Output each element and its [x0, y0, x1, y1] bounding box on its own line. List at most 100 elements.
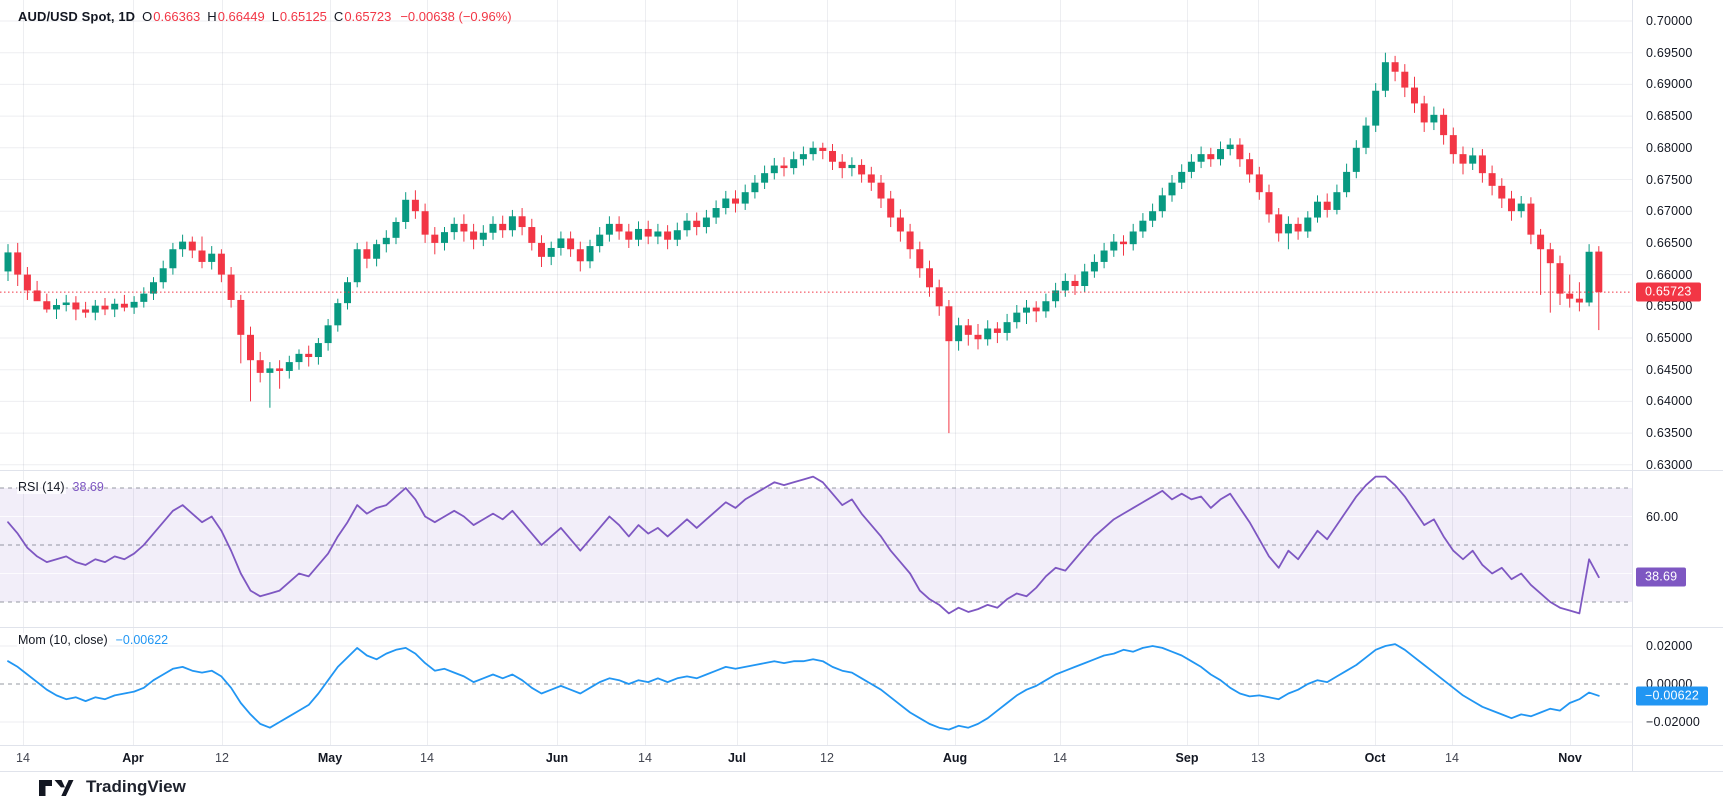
candle-body: [373, 244, 381, 259]
candle-body: [1469, 155, 1477, 164]
candle-body: [1391, 62, 1399, 72]
candle-body: [518, 216, 526, 228]
candle-body: [159, 268, 167, 283]
candle-body: [761, 173, 769, 183]
price-axis-label: 0.64500: [1646, 362, 1693, 377]
momentum-axis-label: −0.02000: [1646, 715, 1701, 729]
candle-body: [838, 161, 846, 169]
candle-body: [644, 228, 652, 237]
candle-body: [295, 353, 303, 363]
candle-body: [450, 223, 458, 233]
candle-body: [227, 274, 235, 300]
time-axis-label: 12: [215, 751, 229, 765]
candle-body: [664, 231, 672, 240]
candle-body: [605, 223, 613, 235]
candle-body: [1178, 171, 1186, 183]
candle-body: [1575, 298, 1583, 303]
candle-body: [1013, 312, 1021, 323]
candle-body: [72, 302, 80, 310]
candle-body: [43, 301, 51, 310]
time-axis-label: Sep: [1175, 751, 1199, 765]
time-axis-label: 12: [820, 751, 834, 765]
candle-body: [1314, 201, 1321, 218]
price-axis-label: 0.68000: [1646, 140, 1693, 155]
rsi-axis-label: 60.00: [1646, 509, 1679, 524]
symbol-title[interactable]: AUD/USD Spot, 1D: [18, 9, 136, 24]
candle-body: [1508, 198, 1515, 212]
candle-body: [305, 353, 313, 358]
candle-body: [150, 282, 157, 294]
candle-body: [741, 192, 749, 204]
candle-body: [1546, 249, 1554, 264]
candle-body: [1420, 103, 1428, 123]
candle-body: [91, 305, 99, 313]
candle-body: [1275, 214, 1283, 234]
candle-body: [683, 220, 691, 231]
candle-body: [926, 268, 933, 288]
candle-body: [460, 223, 468, 232]
candle-body: [819, 147, 827, 151]
candle-body: [896, 217, 904, 232]
candle-body: [1168, 182, 1176, 196]
time-scale[interactable]: [0, 746, 1632, 771]
candle-body: [237, 299, 245, 335]
candle-body: [1207, 154, 1215, 160]
momentum-value-chip: −0.00622: [1636, 686, 1709, 706]
candle-body: [1381, 62, 1389, 91]
momentum-pane[interactable]: [0, 627, 1632, 745]
tradingview-logo-icon[interactable]: [38, 779, 74, 797]
time-axis-label: Aug: [942, 751, 968, 765]
candle-body: [1100, 250, 1108, 262]
candle-body: [508, 216, 516, 231]
time-axis-label: Oct: [1364, 751, 1386, 765]
candle-body: [1343, 171, 1351, 193]
candle-body: [344, 282, 351, 304]
candle-body: [1003, 322, 1011, 333]
candle-body: [955, 325, 963, 342]
candle-body: [770, 165, 778, 174]
candle-body: [906, 231, 914, 250]
candle-body: [586, 246, 594, 262]
rsi-legend[interactable]: RSI (14) 38.69: [17, 480, 104, 494]
candle-body: [1478, 155, 1486, 174]
candle-body: [179, 241, 187, 250]
candle-body: [499, 223, 507, 231]
time-axis-label: Jul: [727, 751, 747, 765]
candle-body: [1566, 293, 1574, 299]
candle-body: [421, 211, 429, 235]
candle-body: [1284, 223, 1292, 234]
candle-body: [1372, 90, 1380, 126]
candle-body: [1023, 307, 1030, 313]
tradingview-brand-text[interactable]: TradingView: [86, 777, 186, 796]
candle-body: [169, 249, 177, 269]
candle-body: [53, 305, 60, 310]
candle-body: [1323, 201, 1331, 210]
candle-body: [732, 198, 739, 204]
candle-body: [945, 306, 953, 342]
candle-body: [799, 154, 807, 160]
time-axis-label: 14: [420, 751, 434, 765]
candle-body: [247, 334, 254, 361]
price-axis-label: 0.66000: [1646, 267, 1693, 282]
candle-body: [198, 250, 206, 262]
symbol-legend[interactable]: AUD/USD Spot, 1D O 0.66363 H 0.66449 L 0.65…: [18, 9, 512, 24]
momentum-legend[interactable]: Mom (10, close) −0.00622: [17, 633, 168, 647]
price-axis-label: 0.66500: [1646, 235, 1693, 250]
price-axis-label: 0.67000: [1646, 204, 1693, 219]
candle-body: [867, 174, 875, 183]
rsi-title[interactable]: RSI (14): [17, 480, 66, 494]
rsi-pane[interactable]: [0, 470, 1632, 627]
momentum-title[interactable]: Mom (10, close): [17, 633, 109, 647]
candle-body: [1032, 307, 1040, 312]
price-axis-label: 0.68500: [1646, 109, 1693, 124]
candle-body: [596, 234, 604, 247]
candle-body: [1158, 195, 1166, 212]
last-price-chip: 0.65723: [1636, 282, 1701, 302]
main-price-pane[interactable]: [0, 0, 1632, 470]
candle-body: [974, 334, 982, 340]
candle-body: [1488, 173, 1496, 186]
candle-body: [276, 368, 284, 371]
ohlc-high: H 0.66449: [207, 9, 265, 24]
rsi-line: [7, 475, 1600, 615]
